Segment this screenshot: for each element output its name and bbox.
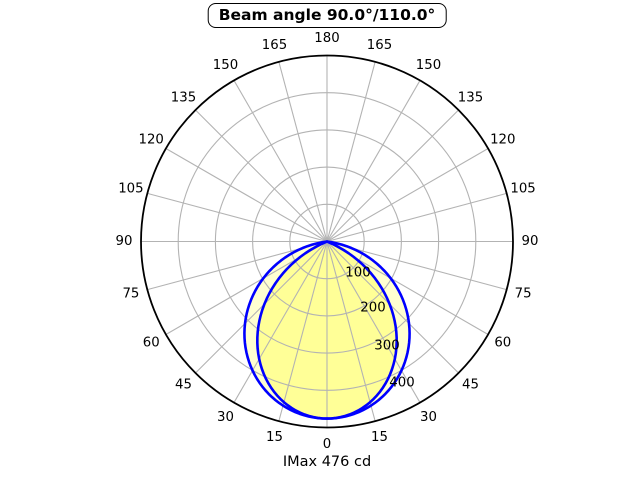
angle-tick-label: 90 [522,234,539,249]
radial-gridline [252,166,402,317]
angle-tick-label: 45 [175,378,192,393]
radial-gridline [214,129,440,354]
angle-spoke [326,241,376,422]
angle-tick-label: 180 [314,31,339,46]
angle-tick-label: 120 [490,133,515,148]
angle-tick-label: 30 [217,410,234,425]
angle-spoke [195,109,328,242]
chart-title: Beam angle 90.0°/110.0° [207,3,447,28]
angle-spoke [278,61,328,242]
beam-curve-90 [256,240,398,420]
radial-tick-label: 400 [389,376,414,391]
radial-gridline [289,203,365,280]
angle-spoke [326,109,459,242]
angle-tick-label: 15 [371,430,388,445]
angle-tick-label: 60 [143,336,160,351]
angle-spoke [233,241,328,403]
angle-tick-label: 150 [213,58,238,73]
angle-tick-label: 0 [323,437,331,452]
radial-tick-label: 100 [345,266,370,281]
angle-tick-label: 165 [262,38,287,53]
angle-tick-label: 30 [420,410,437,425]
angle-tick-label: 150 [416,58,441,73]
angle-spoke [147,192,328,243]
angle-tick-label: 135 [458,91,483,106]
angle-spoke [326,148,489,242]
angle-spoke [326,241,459,374]
radial-tick-label: 300 [374,339,399,354]
angle-tick-label: 135 [171,91,196,106]
angle-tick-label: 105 [118,182,143,197]
angle-tick-label: 15 [266,430,283,445]
angle-spoke [326,80,421,242]
radial-gridline [177,92,477,391]
angle-tick-label: 120 [139,133,164,148]
angle-tick-label: 90 [116,234,133,249]
angle-tick-label: 165 [367,38,392,53]
angle-spoke [233,80,328,242]
angle-spoke [326,241,421,403]
angle-tick-label: 45 [462,378,479,393]
radial-tick-label: 200 [360,301,385,316]
outer-ring [140,54,514,429]
angle-tick-label: 75 [515,287,532,302]
imax-label: IMax 476 cd [282,454,372,470]
angle-spoke [165,148,328,242]
angle-spoke [195,241,328,374]
angle-spoke [326,61,376,242]
angle-spoke [278,241,328,422]
angle-tick-label: 75 [122,287,139,302]
angle-tick-label: 60 [494,336,511,351]
angle-tick-label: 105 [510,182,535,197]
angle-spoke [326,192,507,243]
